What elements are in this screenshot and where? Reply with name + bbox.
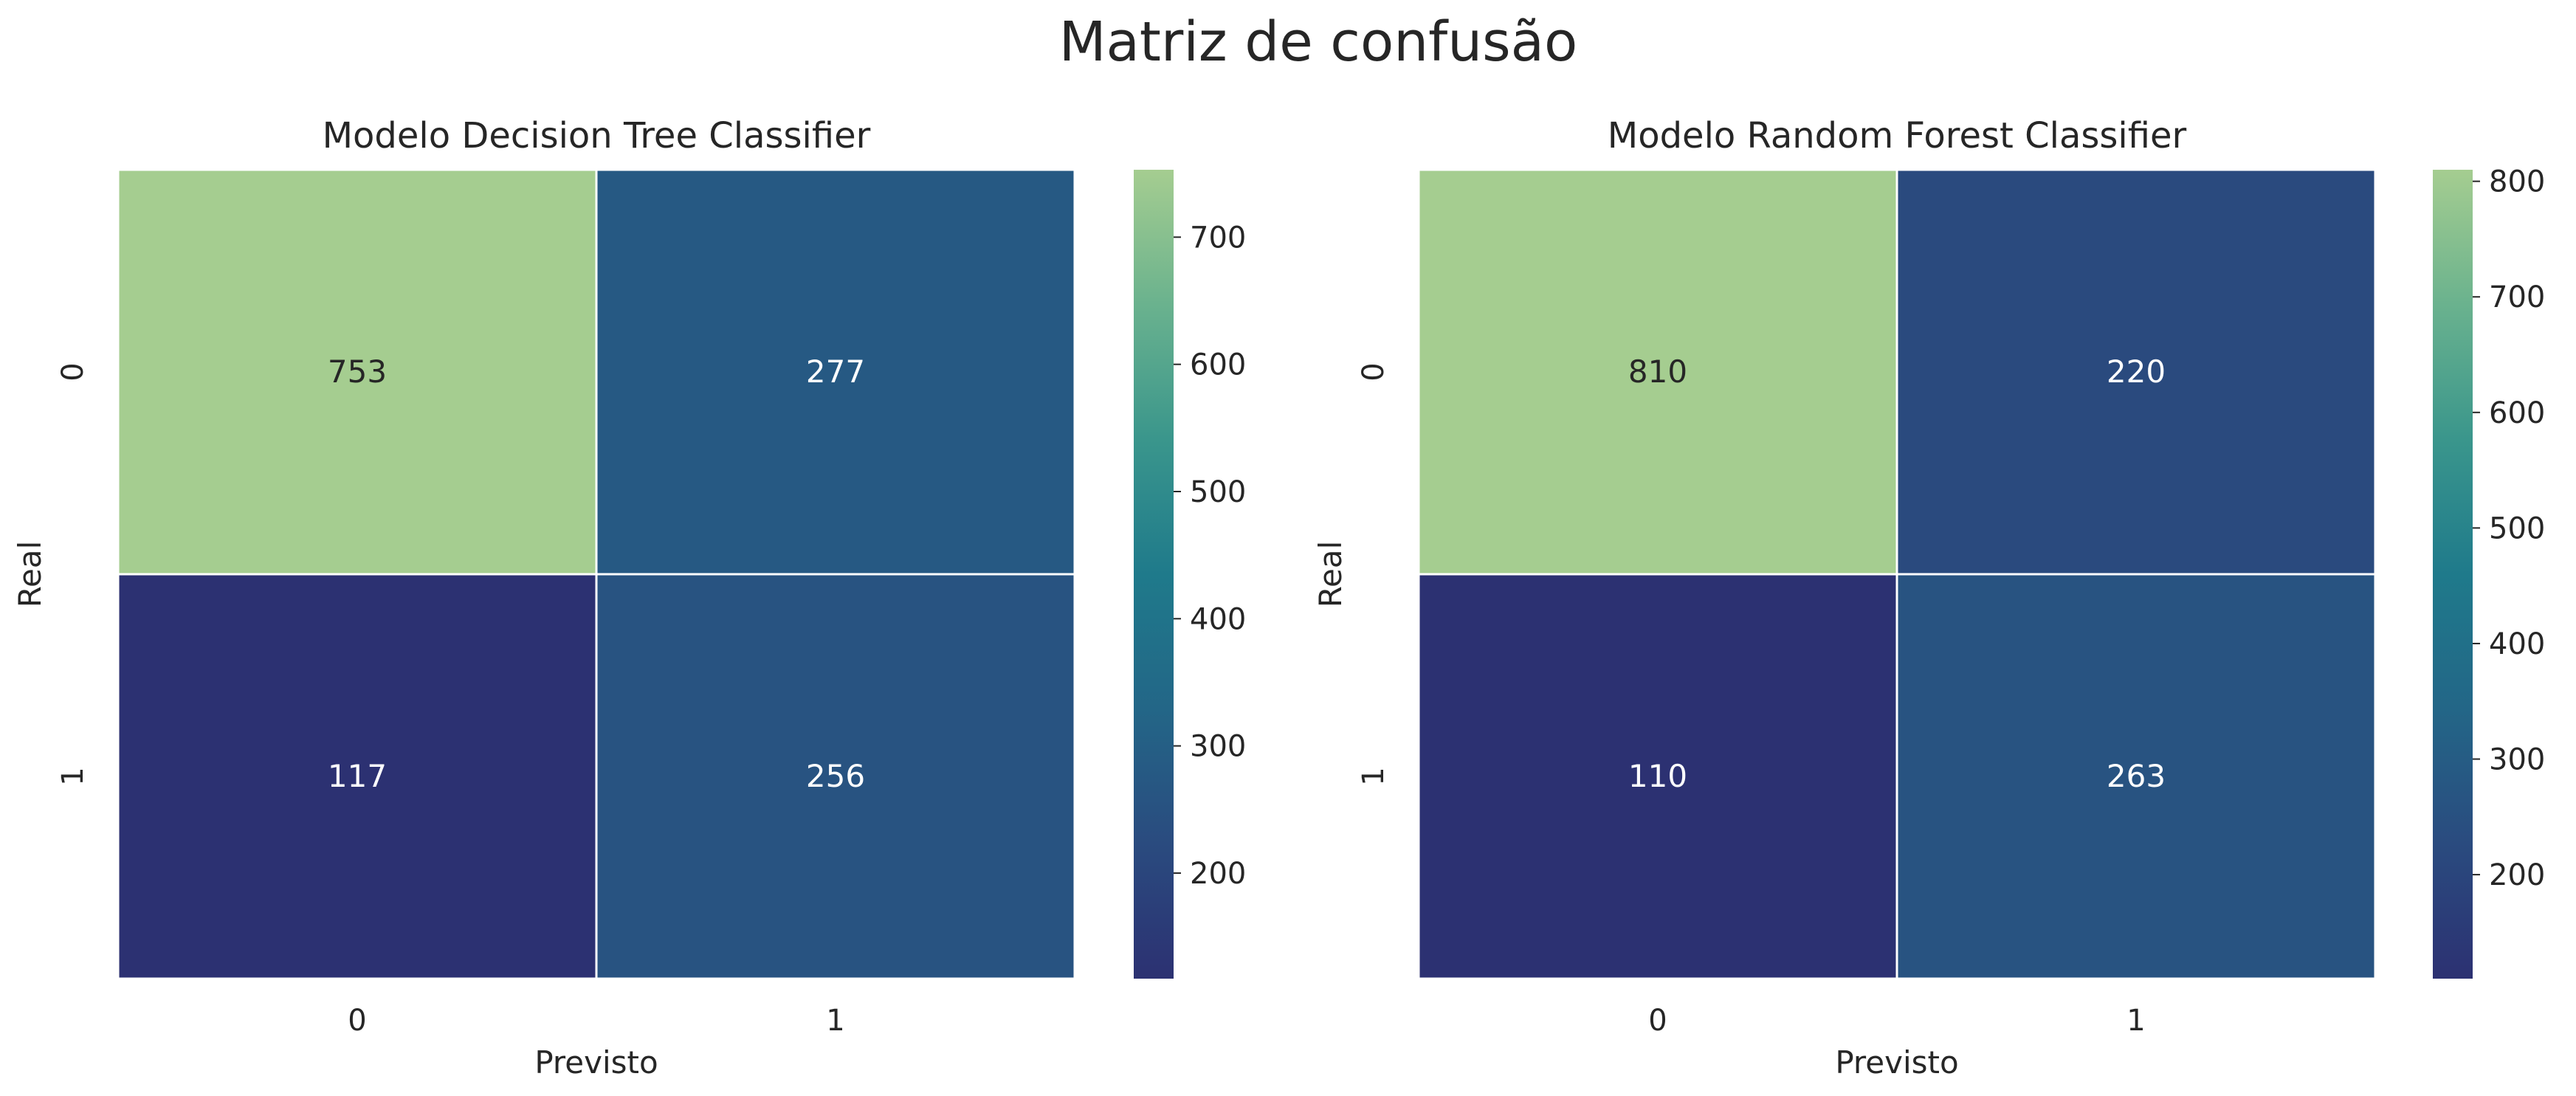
colorbar [2433,170,2473,979]
subplot-title: Modelo Decision Tree Classifier [323,115,871,156]
cell-value-label: 256 [806,758,865,794]
colorbar [1134,170,1174,979]
y-axis-label: Real [1312,541,1349,608]
y-tick-label: 0 [56,362,90,381]
x-tick-label: 1 [826,1004,844,1038]
y-axis-label: Real [12,541,48,608]
colorbar-tick-label: 600 [2489,396,2545,430]
cell-value-label: 810 [1628,354,1687,390]
cell-value-label: 277 [806,354,865,390]
heatmap-cell [1895,573,2377,980]
heatmap-cell [1895,168,2377,576]
cell-value-label: 117 [328,758,387,794]
colorbar-tick-label: 500 [2489,511,2545,545]
x-tick-label: 0 [348,1004,366,1038]
cell-value-label: 263 [2107,758,2166,794]
x-tick-label: 0 [1648,1004,1667,1038]
colorbar-tick-label: 300 [2489,743,2545,777]
cell-value-label: 753 [328,354,387,390]
colorbar-tick-label: 200 [1190,857,1246,891]
cell-value-label: 220 [2107,354,2166,390]
x-axis-label: Previsto [534,1044,658,1081]
colorbar-tick-label: 400 [1190,602,1246,636]
heatmap-cell [1417,573,1898,980]
colorbar-tick-label: 700 [2489,280,2545,314]
heatmap-cell [595,573,1076,980]
colorbar-tick-label: 200 [2489,858,2545,892]
y-tick-label: 1 [1357,767,1391,785]
colorbar-tick-label: 400 [2489,627,2545,661]
colorbar-tick-label: 800 [2489,165,2545,199]
heatmap-cell [117,168,598,576]
heatmap-cell [595,168,1076,576]
cell-value-label: 110 [1628,758,1687,794]
subplot-title: Modelo Random Forest Classifier [1608,115,2187,156]
colorbar-tick-label: 300 [1190,730,1246,764]
figure-title: Matriz de confusão [1059,10,1578,74]
x-tick-label: 1 [2126,1004,2145,1038]
y-tick-label: 0 [1357,362,1391,381]
colorbar-tick-label: 700 [1190,221,1246,255]
heatmap-cell [117,573,598,980]
x-axis-label: Previsto [1835,1044,1958,1081]
colorbar-tick-label: 600 [1190,348,1246,382]
y-tick-label: 1 [56,767,90,785]
heatmap-cell [1417,168,1898,576]
colorbar-tick-label: 500 [1190,475,1246,509]
